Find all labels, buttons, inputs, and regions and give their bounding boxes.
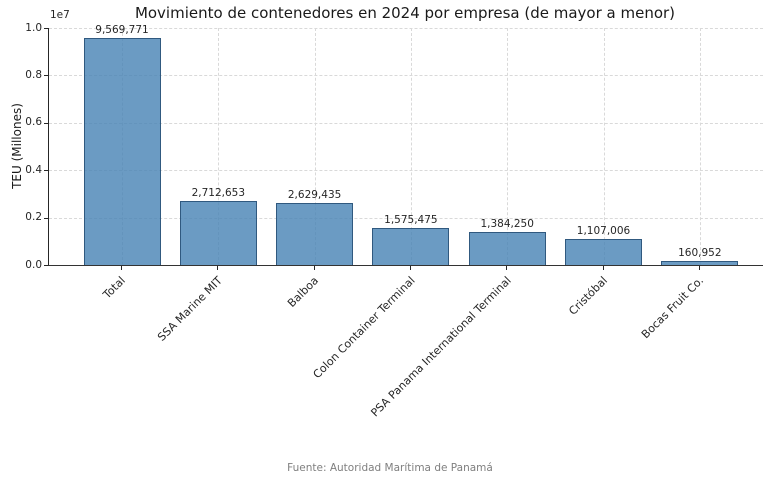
y-axis-tick xyxy=(44,122,48,124)
y-tick-label: 0.0 xyxy=(25,258,42,271)
gridline-vertical xyxy=(603,28,605,265)
gridline-vertical xyxy=(218,28,220,265)
x-axis-tick xyxy=(313,266,315,270)
bar-value-label: 1,107,006 xyxy=(576,224,631,237)
source-caption: Fuente: Autoridad Marítima de Panamá xyxy=(287,462,493,474)
bar-bocas-fruit-co- xyxy=(661,261,739,265)
y-tick-label: 0.2 xyxy=(25,211,42,224)
bar-crist-bal xyxy=(565,238,642,265)
y-axis-offset-label: 1e7 xyxy=(50,9,70,21)
bar-psa-panama-international-terminal xyxy=(468,232,546,265)
y-axis-tick xyxy=(44,75,48,77)
y-tick-label: 1.0 xyxy=(25,21,42,34)
gridline-horizontal xyxy=(49,75,763,77)
gridline-vertical xyxy=(699,28,701,265)
x-axis-tick xyxy=(506,266,508,270)
y-axis-tick xyxy=(44,170,48,172)
x-axis-tick xyxy=(409,266,411,270)
gridline-horizontal xyxy=(49,170,763,172)
bar-value-label: 1,384,250 xyxy=(480,218,534,231)
y-axis-tick xyxy=(44,217,48,219)
y-tick-label: 0.8 xyxy=(25,68,42,81)
bar-value-label: 2,629,435 xyxy=(287,188,342,201)
gridline-horizontal xyxy=(49,28,763,29)
bar-value-label: 160,952 xyxy=(678,247,722,260)
y-tick-label: 0.6 xyxy=(25,116,42,129)
bar-value-label: 2,712,653 xyxy=(191,186,246,199)
plot-area: 9,569,771 2,712,653 2,629,435 1,575,475 1,38… xyxy=(48,24,763,266)
x-axis-tick xyxy=(602,266,604,270)
y-tick-label: 0.4 xyxy=(25,163,42,176)
x-tick-label: Balboa xyxy=(284,274,321,310)
gridline-horizontal xyxy=(49,122,763,124)
x-tick-label: Cristóbal xyxy=(565,274,610,318)
x-axis-tick xyxy=(698,266,700,270)
gridline-vertical xyxy=(507,28,509,265)
bar-balboa xyxy=(276,202,354,265)
bar-value-label: 9,569,771 xyxy=(95,24,149,37)
bar-colon-container-terminal xyxy=(372,227,450,265)
bar-total xyxy=(83,38,161,265)
gridline-horizontal xyxy=(49,217,763,219)
x-tick-label: Bocas Fruit Co. xyxy=(638,274,707,342)
gridline-vertical xyxy=(410,28,412,265)
y-axis-tick xyxy=(44,28,48,29)
chart-title: Movimiento de contenedores en 2024 por e… xyxy=(134,4,676,22)
x-tick-label: Total xyxy=(100,274,129,302)
x-axis-tick xyxy=(121,266,122,270)
x-tick-label: Colon Container Terminal xyxy=(310,274,418,382)
bar-ssa-marine-mit xyxy=(179,200,257,265)
x-axis-tick xyxy=(217,266,219,270)
y-axis-tick xyxy=(44,265,48,266)
x-tick-label: SSA Marine MIT xyxy=(154,274,225,344)
gridline-vertical xyxy=(314,28,316,265)
bar-value-label: 1,575,475 xyxy=(384,213,438,226)
